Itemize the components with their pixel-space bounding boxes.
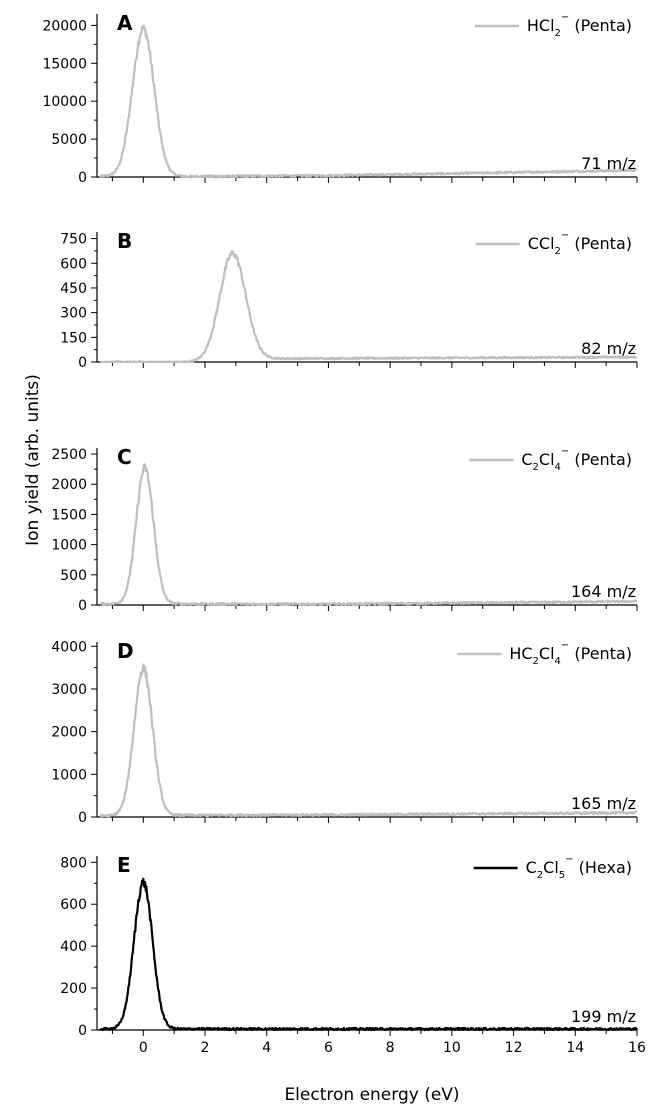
y-tick-label: 20000 xyxy=(42,18,87,34)
panel-letter: E xyxy=(117,853,131,877)
x-tick-label: 2 xyxy=(201,1040,210,1056)
ion-formula-part: Cl xyxy=(539,644,555,663)
x-tick-label: 0 xyxy=(139,1040,148,1056)
y-tick-label: 3000 xyxy=(51,682,87,698)
ion-charge-superscript: − xyxy=(561,446,569,457)
ion-subscript: 2 xyxy=(537,870,543,881)
ion-subscript: 4 xyxy=(555,656,561,667)
y-axis-title: Ion yield (arb. units) xyxy=(23,374,43,546)
y-tick-label: 450 xyxy=(60,281,87,297)
mz-label: 165 m/z xyxy=(571,794,636,813)
y-tick-label: 300 xyxy=(60,306,87,322)
y-tick-label: 600 xyxy=(60,256,87,272)
ion-formula-part: C xyxy=(526,858,537,877)
panel-letter: B xyxy=(117,229,132,253)
y-tick-label: 0 xyxy=(78,170,87,186)
legend-label: HCl2− (Penta) xyxy=(527,12,632,39)
y-tick-label: 5000 xyxy=(51,132,87,148)
ion-subscript: 2 xyxy=(555,28,561,39)
ion-formula-part: CCl xyxy=(528,234,555,253)
legend-label: C2Cl5− (Hexa) xyxy=(526,854,632,881)
ion-subscript: 2 xyxy=(533,656,539,667)
y-tick-label: 500 xyxy=(60,568,87,584)
ion-charge-superscript: − xyxy=(561,230,569,241)
legend-label: HC2Cl4− (Penta) xyxy=(509,640,632,667)
ion-subscript: 2 xyxy=(555,246,561,257)
mz-label: 71 m/z xyxy=(581,154,636,173)
x-tick-label: 4 xyxy=(262,1040,271,1056)
x-tick-label: 10 xyxy=(443,1040,461,1056)
legend-molecule: (Penta) xyxy=(569,16,632,35)
ion-formula-part: HC xyxy=(509,644,532,663)
y-tick-label: 1000 xyxy=(51,767,87,783)
x-tick-label: 14 xyxy=(566,1040,584,1056)
y-tick-label: 0 xyxy=(78,598,87,614)
y-tick-label: 0 xyxy=(78,810,87,826)
y-tick-label: 1000 xyxy=(51,538,87,554)
legend-molecule: (Penta) xyxy=(569,234,632,253)
y-tick-label: 200 xyxy=(60,981,87,997)
y-tick-label: 150 xyxy=(60,330,87,346)
series-line xyxy=(99,877,639,1032)
y-tick-label: 0 xyxy=(78,355,87,371)
ion-charge-superscript: − xyxy=(561,12,569,23)
panel-b: 0 150 300 450 600 750 B CCl2− (Penta) 82 m/z xyxy=(60,229,638,371)
ion-charge-superscript: − xyxy=(561,640,569,651)
x-tick-label: 12 xyxy=(505,1040,523,1056)
panel-letter: D xyxy=(117,639,134,663)
legend-molecule: (Hexa) xyxy=(574,858,632,877)
x-tick-label: 16 xyxy=(628,1040,646,1056)
y-tick-label: 800 xyxy=(60,855,87,871)
ion-formula-part: HCl xyxy=(527,16,555,35)
series-line xyxy=(99,24,638,179)
y-tick-label: 10000 xyxy=(42,94,87,110)
y-tick-label: 600 xyxy=(60,897,87,913)
ion-charge-superscript: − xyxy=(565,854,573,865)
y-tick-label: 4000 xyxy=(51,639,87,655)
ion-subscript: 2 xyxy=(533,462,539,473)
panel-letter: A xyxy=(117,11,133,35)
y-tick-label: 2000 xyxy=(51,477,87,493)
x-tick-label: 6 xyxy=(324,1040,333,1056)
series-line xyxy=(99,463,638,607)
y-tick-label: 400 xyxy=(60,939,87,955)
y-tick-label: 2500 xyxy=(51,447,87,463)
y-tick-label: 2000 xyxy=(51,725,87,741)
ion-subscript: 4 xyxy=(555,462,561,473)
series-line xyxy=(99,663,638,818)
legend-label: CCl2− (Penta) xyxy=(528,230,632,257)
ion-formula-part: Cl xyxy=(539,450,555,469)
y-tick-label: 1500 xyxy=(51,507,87,523)
y-tick-label: 0 xyxy=(78,1023,87,1039)
ion-subscript: 5 xyxy=(559,870,565,881)
legend-label: C2Cl4− (Penta) xyxy=(521,446,632,473)
panel-letter: C xyxy=(117,445,132,469)
y-tick-label: 750 xyxy=(60,232,87,248)
y-tick-label: 15000 xyxy=(42,56,87,72)
mz-label: 199 m/z xyxy=(571,1007,636,1026)
series-line xyxy=(99,250,638,364)
ion-formula-part: Cl xyxy=(543,858,559,877)
legend-molecule: (Penta) xyxy=(569,450,632,469)
legend-molecule: (Penta) xyxy=(569,644,632,663)
x-tick-label: 8 xyxy=(386,1040,395,1056)
panel-a: 0 5000 10000 15000 20000 A HCl2− (Penta) 71 m/z xyxy=(42,11,638,186)
mz-label: 164 m/z xyxy=(571,582,636,601)
mz-label: 82 m/z xyxy=(581,339,636,358)
x-axis-title: Electron energy (eV) xyxy=(284,1085,459,1105)
ion-formula-part: C xyxy=(521,450,532,469)
panel-d: 0 1000 2000 3000 4000 D HC2Cl4− (Penta) 165 m/z xyxy=(51,639,638,826)
